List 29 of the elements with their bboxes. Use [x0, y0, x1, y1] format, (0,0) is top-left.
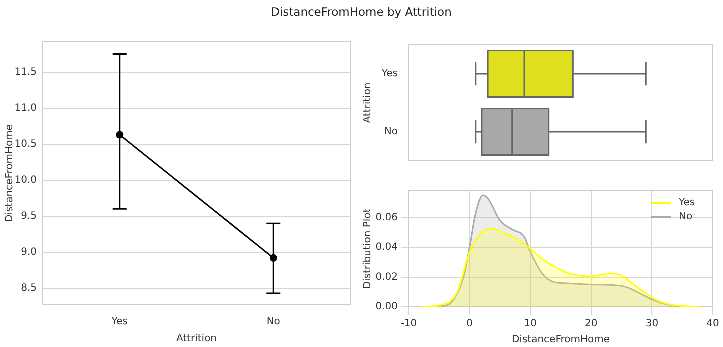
x-tick-label: No	[266, 316, 280, 328]
y-tick-label: No	[384, 126, 398, 138]
y-tick-label: 9.0	[21, 246, 37, 258]
y-axis-title: Distribution Plot	[362, 208, 374, 290]
legend-label: No	[679, 212, 693, 223]
x-axis-title: Attrition	[176, 334, 218, 345]
x-tick-label: -10	[400, 318, 418, 330]
x-tick-label: 20	[585, 318, 598, 330]
x-tick-label: 10	[524, 318, 537, 330]
y-tick-label: 0.02	[376, 272, 398, 283]
y-axis-title: DistanceFromHome	[4, 124, 16, 223]
y-tick-label: 0.06	[376, 212, 398, 224]
y-tick-label: Yes	[380, 68, 398, 80]
y-tick-label: 8.5	[21, 283, 37, 294]
y-tick-label: 10.5	[14, 138, 37, 150]
y-tick-label: 11.5	[14, 66, 37, 78]
y-tick-label: 10.0	[14, 174, 37, 186]
y-tick-label: 0.04	[376, 242, 398, 254]
x-tick-label: 40	[706, 318, 720, 330]
x-tick-label: 0	[466, 318, 473, 330]
y-axis-title: Attrition	[362, 82, 374, 124]
legend-label: Yes	[678, 198, 696, 209]
chart-title: DistanceFromHome by Attrition	[270, 5, 453, 19]
y-tick-label: 9.5	[21, 210, 37, 222]
y-tick-label: 0.00	[376, 302, 398, 313]
x-tick-label: Yes	[110, 316, 128, 328]
y-tick-label: 11.0	[14, 102, 37, 114]
x-tick-label: 30	[646, 318, 659, 330]
x-axis-title: DistanceFromHome	[512, 334, 610, 346]
